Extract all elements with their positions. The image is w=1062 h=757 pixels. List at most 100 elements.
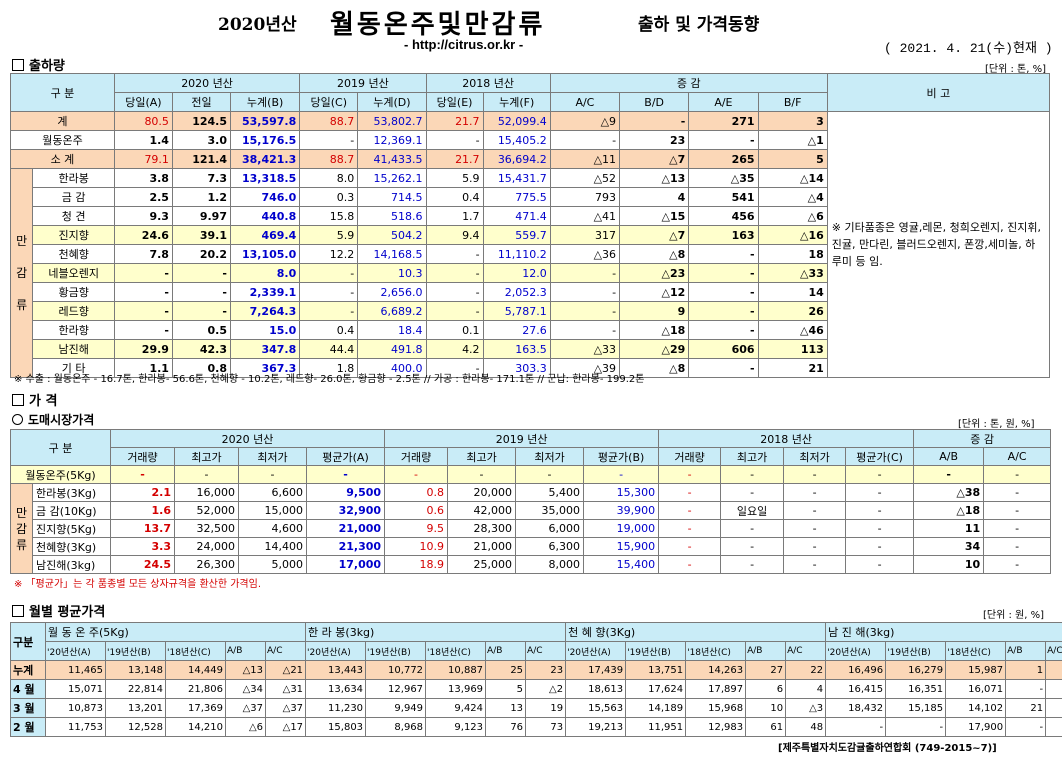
cell: 32,900 xyxy=(305,501,386,520)
cell: 6,000 xyxy=(515,519,585,538)
cell: △52 xyxy=(549,168,621,188)
cell: △11 xyxy=(549,149,621,169)
cell: 11,110.2 xyxy=(482,244,551,264)
cell: 12,983 xyxy=(685,717,747,737)
cell: - xyxy=(688,320,759,340)
cell: - xyxy=(983,501,1052,520)
cell: 17,369 xyxy=(165,698,226,718)
cell: - xyxy=(658,483,722,502)
row-label: 소 계 xyxy=(10,149,115,169)
cell: 367.3 xyxy=(229,358,301,378)
cell: 1.7 xyxy=(425,206,484,226)
cell: △16 xyxy=(757,225,828,245)
cell: 14,102 xyxy=(945,698,1007,718)
cell: - xyxy=(983,519,1052,538)
cell: 53,802.7 xyxy=(357,111,427,131)
cell: - xyxy=(658,465,722,484)
cell: 9,424 xyxy=(425,698,487,718)
cell: 793 xyxy=(549,187,621,207)
cell: 18.4 xyxy=(357,320,427,340)
cell: - xyxy=(549,301,621,321)
cell: 13,105.0 xyxy=(229,244,301,264)
column-header: A/C xyxy=(264,641,307,661)
cell: - xyxy=(583,465,660,484)
page-subtitle: 출하 및 가격동향 xyxy=(638,15,760,35)
cell: 12,528 xyxy=(105,717,166,737)
cell: 18.9 xyxy=(384,555,449,574)
cell: 10.3 xyxy=(357,263,427,283)
product-group-header: 남 진 해(3kg) xyxy=(825,622,1062,642)
subheader-row: 당일(A) 전일 누계(B) 당일(C) 누계(D) 당일(E) 누계(F) A/C B/D A/… xyxy=(11,92,1050,112)
cell: - xyxy=(425,282,484,302)
cell: 1.2 xyxy=(171,187,231,207)
cell: - xyxy=(825,717,887,737)
cell: 12.2 xyxy=(299,244,359,264)
cell: 6,300 xyxy=(515,537,585,556)
cell: 518.6 xyxy=(357,206,427,226)
group-char: 감 xyxy=(16,266,28,280)
cell: - xyxy=(113,320,173,340)
cell: 14,168.5 xyxy=(357,244,427,264)
s1-footnote: ※ 수출 : 월동온주 - 16.7톤, 한라봉- 56.6톤, 천혜향 - 1… xyxy=(14,374,645,385)
cell: 17,897 xyxy=(685,679,747,699)
row-label: 기 타 xyxy=(32,358,115,378)
cell: 0.8 xyxy=(384,483,449,502)
cell: - xyxy=(425,263,484,283)
cell: - xyxy=(688,301,759,321)
checkbox-icon xyxy=(12,59,24,71)
cell: 17,624 xyxy=(625,679,687,699)
cell: 15,185 xyxy=(885,698,947,718)
remarks-header: 비 고 xyxy=(826,73,1051,112)
cell: - xyxy=(113,301,173,321)
cell: 25,000 xyxy=(447,555,517,574)
cell: - xyxy=(447,465,517,484)
cell: 163 xyxy=(688,225,759,245)
cell: 121.4 xyxy=(171,149,231,169)
cell: 20,000 xyxy=(447,483,517,502)
cell: 21 xyxy=(757,358,828,378)
cell: - xyxy=(688,282,759,302)
cell: 19 xyxy=(525,698,567,718)
cell: 9,500 xyxy=(305,483,386,502)
cell: 42,000 xyxy=(447,501,517,520)
cell: 21,300 xyxy=(305,537,386,556)
cell: - xyxy=(549,130,621,150)
row-label: 황금향 xyxy=(32,282,115,302)
cell: 14 xyxy=(757,282,828,302)
column-header: A/B xyxy=(1005,641,1047,661)
cell: 541 xyxy=(688,187,759,207)
cell: 4,600 xyxy=(238,519,307,538)
cell: 400.0 xyxy=(357,358,427,378)
table-row: 월동온주 1.4 3.0 15,176.5-12,369.1-15,405.2-23-… xyxy=(10,130,1050,150)
column-header: 최저가 xyxy=(238,447,307,466)
cell: 16,415 xyxy=(825,679,887,699)
cell: 1.6 xyxy=(110,501,175,520)
column-header: '19년산(B) xyxy=(625,641,687,661)
cell: - xyxy=(983,555,1052,574)
cell: 13,634 xyxy=(305,679,367,699)
cell: 18,613 xyxy=(565,679,627,699)
gubun-header: 구 분 xyxy=(10,429,111,466)
monthly-price-table: 구분 월 동 온 주(5Kg) 한 라 봉(3kg) 천 혜 향(3Kg) 남 진 해(… xyxy=(10,622,1062,737)
cell: - xyxy=(113,263,173,283)
cell: 16,351 xyxy=(885,679,947,699)
cell: - xyxy=(688,263,759,283)
cell: 27 xyxy=(745,660,787,680)
cell: - xyxy=(174,465,239,484)
cell: 13,443 xyxy=(305,660,367,680)
row-label: 진지향(5Kg) xyxy=(32,519,111,538)
column-header: '18년산(C) xyxy=(425,641,487,661)
cell: 6,600 xyxy=(238,483,307,502)
table-row: 2 월 11,753 12,528 14,210 △6 △17 15,803 8,968 9,1… xyxy=(10,717,1062,737)
cell: - xyxy=(658,555,722,574)
cell: 25 xyxy=(485,660,527,680)
cell: 15,900 xyxy=(583,537,660,556)
cell: - xyxy=(425,301,484,321)
cell: △37 xyxy=(225,698,266,718)
cell: 3.8 xyxy=(113,168,173,188)
cell: 8,000 xyxy=(515,555,585,574)
cell: 48 xyxy=(785,717,827,737)
table-row: 청 견 9.3 9.97 440.8 15.8 518.6 1.7 471.4 △41 △15 45… xyxy=(11,206,1050,226)
column-header: A/E xyxy=(688,92,759,112)
